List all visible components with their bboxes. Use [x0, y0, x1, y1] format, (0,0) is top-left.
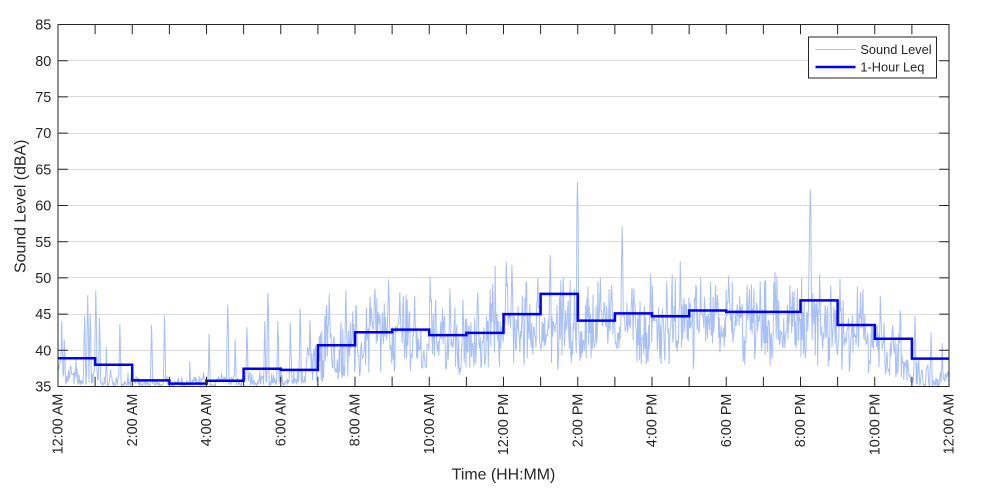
svg-text:8:00 PM: 8:00 PM: [793, 394, 809, 448]
svg-text:12:00 AM: 12:00 AM: [51, 394, 67, 455]
svg-text:75: 75: [35, 90, 51, 106]
svg-text:10:00 PM: 10:00 PM: [867, 394, 883, 456]
svg-text:1-Hour Leq: 1-Hour Leq: [860, 60, 924, 75]
svg-text:4:00 PM: 4:00 PM: [645, 394, 661, 448]
svg-text:60: 60: [35, 199, 51, 215]
svg-text:50: 50: [35, 271, 51, 287]
svg-text:45: 45: [35, 307, 51, 323]
svg-text:Sound Level (dBA): Sound Level (dBA): [13, 140, 30, 273]
svg-text:4:00 AM: 4:00 AM: [199, 394, 215, 447]
svg-text:70: 70: [35, 126, 51, 142]
svg-text:2:00 AM: 2:00 AM: [125, 394, 141, 447]
svg-text:80: 80: [35, 54, 51, 70]
svg-text:8:00 AM: 8:00 AM: [348, 394, 364, 447]
svg-text:Time (HH:MM): Time (HH:MM): [452, 467, 556, 484]
svg-text:65: 65: [35, 162, 51, 178]
svg-text:6:00 AM: 6:00 AM: [273, 394, 289, 447]
svg-text:85: 85: [35, 18, 51, 34]
svg-text:2:00 PM: 2:00 PM: [570, 394, 586, 448]
svg-text:35: 35: [35, 380, 51, 396]
svg-text:40: 40: [35, 343, 51, 359]
svg-text:55: 55: [35, 235, 51, 251]
svg-text:10:00 AM: 10:00 AM: [422, 394, 438, 455]
svg-text:Sound Level: Sound Level: [860, 42, 931, 57]
svg-text:6:00 PM: 6:00 PM: [719, 394, 735, 448]
svg-text:12:00 PM: 12:00 PM: [496, 394, 512, 456]
svg-text:12:00 AM: 12:00 AM: [942, 394, 958, 455]
